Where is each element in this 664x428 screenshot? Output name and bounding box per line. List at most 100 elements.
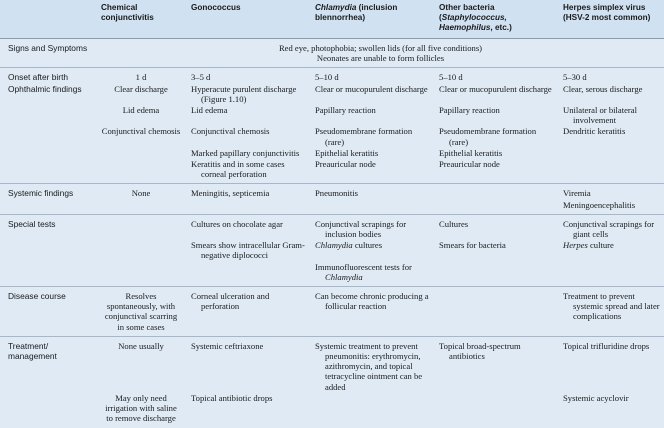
cell-text: Treatment to prevent systemic spread and… bbox=[563, 291, 660, 322]
table-row: Treatment/ management None usually Systemi… bbox=[0, 335, 664, 393]
cell-text: Topical antibiotic drops bbox=[191, 392, 273, 403]
table-cell: Smears show intracellular Gram-negative … bbox=[185, 240, 309, 261]
row-label: Ophthalmic findings bbox=[0, 84, 95, 105]
text-segment: (inclusion blennorrhea) bbox=[315, 3, 398, 22]
table-row: Meningoencephalitis bbox=[0, 200, 664, 215]
cell-text: Clear or mucopurulent discharge bbox=[315, 83, 428, 94]
text-segment: , etc.) bbox=[490, 23, 512, 32]
column-header bbox=[0, 0, 95, 39]
row-label bbox=[0, 393, 95, 428]
cell-text: 1 d bbox=[135, 72, 147, 83]
cell-text: Clear discharge bbox=[114, 83, 168, 94]
table-cell bbox=[557, 159, 664, 184]
cell-text: Conjunctival chemosis bbox=[191, 126, 270, 137]
table-cell: Viremia bbox=[557, 183, 664, 200]
cell-text: Pneumonitis bbox=[315, 188, 358, 199]
cell-text: Other bacteria (Staphylococcus, Haemophi… bbox=[439, 3, 512, 32]
table-cell: Topical broad-spectrum antibiotics bbox=[433, 335, 557, 393]
row-label-text: Systemic findings bbox=[8, 188, 74, 199]
cell-text: Clear, serous discharge bbox=[563, 83, 643, 94]
table-cell: Clear discharge bbox=[95, 84, 185, 105]
row-label bbox=[0, 148, 95, 159]
table-row: Lid edema Lid edema Papillary reaction Papi… bbox=[0, 105, 664, 126]
row-label bbox=[0, 262, 95, 287]
row-label-text: Onset after birth bbox=[8, 72, 69, 83]
text-segment: Immunofluorescent tests for bbox=[315, 261, 412, 272]
table-cell bbox=[95, 148, 185, 159]
table-cell: Can become chronic producing a follicula… bbox=[309, 286, 433, 337]
table-cell: Clear, serous discharge bbox=[557, 84, 664, 105]
table-row: Ophthalmic findings Clear discharge Hypera… bbox=[0, 84, 664, 105]
table-cell bbox=[95, 262, 185, 287]
table-row: Conjunctival chemosis Conjunctival chemos… bbox=[0, 126, 664, 147]
table-cell bbox=[433, 286, 557, 337]
text-segment: Staphylococcus, Haemophilus bbox=[439, 13, 507, 32]
row-label: Disease course bbox=[0, 286, 95, 337]
row-label bbox=[0, 240, 95, 261]
cell-text: Gonococcus bbox=[191, 3, 241, 12]
table-row: Special tests Cultures on chocolate agar C… bbox=[0, 213, 664, 241]
row-label-text: Disease course bbox=[8, 291, 66, 302]
table-cell: Systemic treatment to prevent pneumoniti… bbox=[309, 335, 433, 393]
cell-text: Systemic acyclovir bbox=[563, 392, 629, 403]
table-cell bbox=[309, 200, 433, 215]
cell-text: None usually bbox=[118, 340, 164, 351]
table-cell: Epithelial keratitis bbox=[433, 148, 557, 159]
cell-text: Cultures bbox=[439, 218, 469, 229]
table-cell: Lid edema bbox=[185, 105, 309, 126]
table-cell: Pseudomembrane formation (rare) bbox=[309, 126, 433, 147]
table-cell: Topical antibiotic drops bbox=[185, 393, 309, 428]
table-cell: Conjunctival scrapings for inclusion bod… bbox=[309, 213, 433, 241]
cell-text: Meningitis, septicemia bbox=[191, 188, 270, 199]
cell-text: Systemic treatment to prevent pneumoniti… bbox=[315, 340, 423, 392]
column-header: Chemical conjunctivitis bbox=[95, 0, 185, 39]
table-cell: Conjunctival chemosis bbox=[185, 126, 309, 147]
table-cell bbox=[185, 200, 309, 215]
table-cell: Epithelial keratitis bbox=[309, 148, 433, 159]
table-cell bbox=[95, 240, 185, 261]
cell-text: Corneal ulceration and perforation bbox=[191, 291, 270, 312]
cell-text: Meningoencephalitis bbox=[563, 199, 636, 210]
row-label: Treatment/ management bbox=[0, 335, 95, 393]
table-cell bbox=[95, 159, 185, 184]
cell-text: Immunofluorescent tests for Chlamydia bbox=[315, 262, 429, 282]
table-cell: Preauricular node bbox=[309, 159, 433, 184]
spanning-line: Neonates are unable to form follicles bbox=[316, 53, 445, 64]
row-label bbox=[0, 159, 95, 184]
text-segment: cultures bbox=[352, 240, 383, 251]
column-header: Other bacteria (Staphylococcus, Haemophi… bbox=[433, 0, 557, 39]
table-cell: 3–5 d bbox=[185, 67, 309, 84]
table-cell bbox=[185, 262, 309, 287]
cell-text: Marked papillary conjunctivitis bbox=[191, 147, 300, 158]
cell-text: Lid edema bbox=[122, 105, 160, 116]
table-cell bbox=[433, 183, 557, 200]
table-cell: Resolves spontaneously, with conjunctiva… bbox=[95, 286, 185, 337]
cell-text: Unilateral or bilateral involvement bbox=[563, 105, 637, 126]
row-label: Special tests bbox=[0, 213, 95, 241]
table-cell: Dendritic keratitis bbox=[557, 126, 664, 147]
table-cell: Cultures bbox=[433, 213, 557, 241]
table-cell bbox=[309, 393, 433, 428]
table-row: Keratitis and in some cases corneal perf… bbox=[0, 159, 664, 184]
cell-text: Papillary reaction bbox=[439, 105, 500, 116]
cell-text: Herpes simplex virus (HSV-2 most common) bbox=[563, 3, 651, 22]
cell-text: Papillary reaction bbox=[315, 105, 376, 116]
spanning-line: Red eye, photophobia; swollen lids (for … bbox=[278, 43, 483, 53]
table-cell: Papillary reaction bbox=[309, 105, 433, 126]
table-cell: None usually bbox=[95, 335, 185, 393]
table-cell: Pneumonitis bbox=[309, 183, 433, 200]
table-cell: Lid edema bbox=[95, 105, 185, 126]
table-cell: Chlamydia cultures bbox=[309, 240, 433, 261]
table-row: Marked papillary conjunctivitis Epithelia… bbox=[0, 148, 664, 159]
table-cell: May only need irrigation with saline to … bbox=[95, 393, 185, 428]
table-cell: 1 d bbox=[95, 67, 185, 84]
table-cell: Systemic acyclovir bbox=[557, 393, 664, 428]
text-segment: Herpes bbox=[563, 240, 588, 251]
table-cell bbox=[433, 393, 557, 428]
table-cell: Keratitis and in some cases corneal perf… bbox=[185, 159, 309, 184]
cell-text: Conjunctival chemosis bbox=[101, 126, 181, 137]
column-header: Chlamydia (inclusion blennorrhea) bbox=[309, 0, 433, 39]
table-header: Chemical conjunctivitis Gonococcus Chlamyd… bbox=[0, 0, 664, 39]
